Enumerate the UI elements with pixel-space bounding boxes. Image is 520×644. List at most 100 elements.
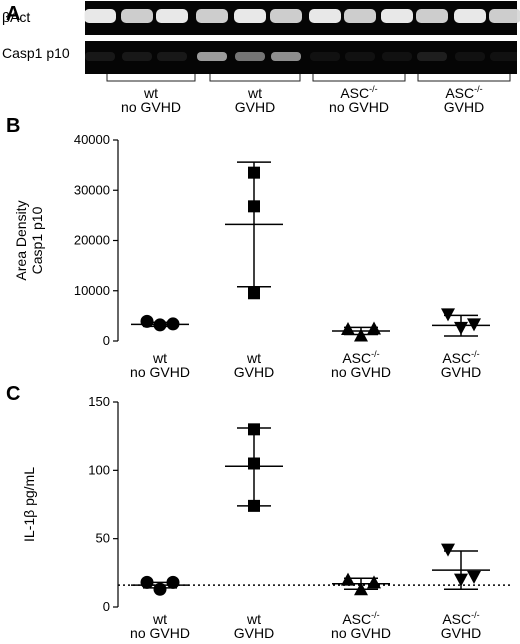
band-bact-6 [270, 9, 302, 23]
blot-group-label-2-line1: wt [247, 85, 262, 101]
band-bact-11 [454, 9, 486, 23]
data-point-triangle-up [354, 328, 368, 342]
panel-b: B 0 10000 20000 30000 40000 Area DensityCasp1 … [6, 115, 490, 380]
data-point-square [248, 457, 260, 470]
blot-group-label-1-name: wt [143, 85, 158, 101]
blot-group-label-2-line2: GVHD [235, 99, 275, 115]
band-casp1-3 [157, 52, 187, 61]
x-category-label-4-line2: GVHD [441, 625, 481, 641]
panel-letter-b: B [6, 115, 20, 137]
y-axis-label: Area DensityCasp1 p10 [13, 200, 45, 280]
blot-group-label-4-superscript: -/- [474, 84, 483, 94]
band-casp1-1 [85, 52, 115, 61]
blot-group-label-4-line2: GVHD [444, 99, 484, 115]
x-category-label-3-line1: ASC-/- [342, 610, 379, 627]
band-bact-2 [121, 9, 153, 23]
data-point-circle [166, 575, 180, 589]
group-bracket-2 [209, 74, 301, 82]
y-axis-label-line: Casp1 p10 [29, 206, 45, 274]
x-category-label-1-line1: wt [152, 350, 167, 366]
data-point-triangle-up [341, 572, 355, 586]
x-category-label-1-line1: wt [152, 611, 167, 627]
band-bact-10 [416, 9, 448, 23]
blot-group-label-1-line1: wt [143, 85, 158, 101]
panel-letter-c: C [6, 383, 20, 405]
data-point-triangle-up [367, 321, 381, 335]
y-tick-label: 50 [96, 531, 110, 546]
blot-group-label-3-line2: no GVHD [329, 99, 389, 115]
band-casp1-9 [382, 52, 412, 61]
x-category-label-3-name: ASC [342, 611, 371, 627]
x-category-label-2-line1: wt [246, 611, 261, 627]
data-point-triangle-down [441, 308, 455, 322]
band-bact-8 [344, 9, 376, 23]
band-casp1-8 [345, 52, 375, 61]
x-category-label-1-name: wt [152, 350, 167, 366]
band-casp1-10 [417, 52, 447, 61]
y-tick-label: 10000 [74, 283, 110, 298]
blot-group-label-1-line2: no GVHD [121, 99, 181, 115]
x-category-label-2-line2: GVHD [234, 364, 274, 380]
y-tick-label: 20000 [74, 233, 110, 248]
x-category-label-4-name: ASC [442, 350, 471, 366]
data-point-square [248, 200, 260, 213]
band-bact-7 [309, 9, 341, 23]
data-point-triangle-up [341, 321, 355, 335]
y-axis-label-line: Area Density [13, 200, 29, 280]
blot-group-label-4-name: ASC [445, 85, 474, 101]
band-casp1-5 [235, 52, 265, 61]
group-bracket-3 [312, 74, 406, 82]
data-point-circle [153, 318, 167, 332]
x-category-label-1-name: wt [152, 611, 167, 627]
band-bact-12 [489, 9, 520, 23]
group-bracket-1 [106, 74, 196, 82]
data-point-triangle-down [467, 318, 481, 332]
x-category-label-3-superscript: -/- [371, 610, 380, 620]
data-point-triangle-up [354, 582, 368, 596]
data-point-triangle-down [467, 570, 481, 584]
band-casp1-4 [197, 52, 227, 61]
x-category-label-4-line1: ASC-/- [442, 349, 479, 366]
blot-group-label-3-name: ASC [340, 85, 369, 101]
x-category-label-4-superscript: -/- [471, 610, 480, 620]
data-point-square [248, 499, 260, 512]
x-category-label-3-name: ASC [342, 350, 371, 366]
y-tick-label: 150 [88, 394, 110, 409]
band-bact-1 [84, 9, 116, 23]
data-point-square [248, 423, 260, 436]
data-point-triangle-down [454, 573, 468, 587]
data-point-circle [140, 314, 154, 328]
data-point-triangle-down [441, 543, 455, 557]
data-point-circle [166, 317, 180, 331]
x-category-label-2-line1: wt [246, 350, 261, 366]
x-category-label-1-line2: no GVHD [130, 364, 190, 380]
x-category-label-4-superscript: -/- [471, 349, 480, 359]
x-category-label-4-line2: GVHD [441, 364, 481, 380]
blot-group-label-3-superscript: -/- [369, 84, 378, 94]
band-bact-4 [196, 9, 228, 23]
band-casp1-12 [490, 52, 520, 61]
data-point-square [248, 166, 260, 179]
blot-group-label-2-name: wt [247, 85, 262, 101]
data-point-circle [153, 582, 167, 596]
y-tick-label: 40000 [74, 132, 110, 147]
band-casp1-6 [271, 52, 301, 61]
blot-strip-casp1 [85, 41, 517, 74]
band-casp1-7 [310, 52, 340, 61]
x-category-label-3-superscript: -/- [371, 349, 380, 359]
blot-group-label-3-line1: ASC-/- [340, 84, 377, 101]
blot-group-label-4-line1: ASC-/- [445, 84, 482, 101]
data-point-square [248, 287, 260, 300]
band-bact-5 [234, 9, 266, 23]
data-point-circle [140, 575, 154, 589]
blot-label-casp1: Casp1 p10 [2, 45, 70, 61]
band-bact-9 [381, 9, 413, 23]
x-category-label-4-name: ASC [442, 611, 471, 627]
y-tick-label: 30000 [74, 182, 110, 197]
x-category-label-1-line2: no GVHD [130, 625, 190, 641]
group-bracket-4 [417, 74, 511, 82]
panel-letter-a: A [6, 3, 20, 25]
